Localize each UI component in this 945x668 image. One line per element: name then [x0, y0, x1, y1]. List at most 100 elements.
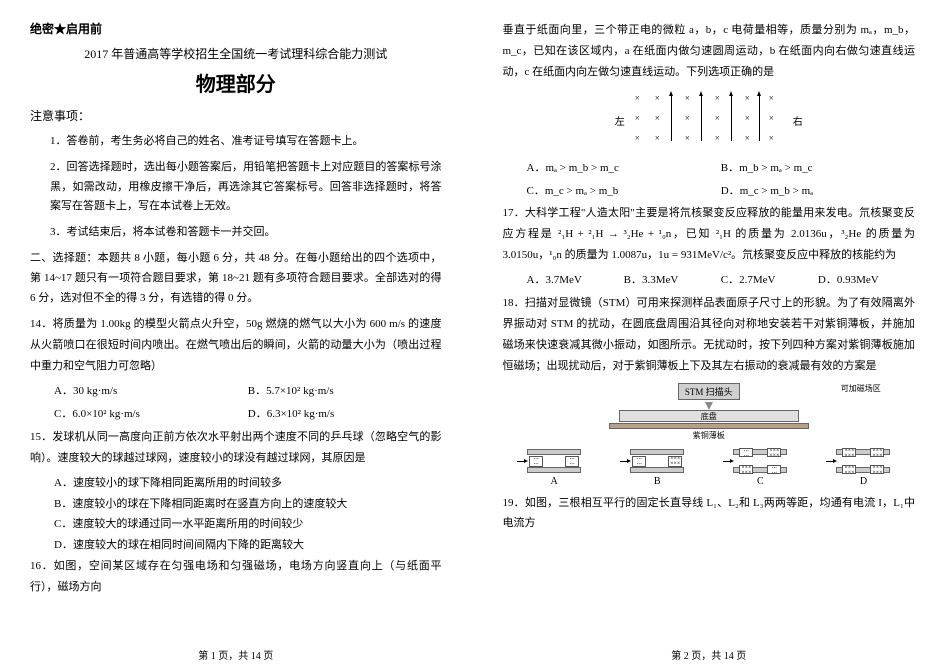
cross-icon: × [685, 93, 690, 103]
footer-left: 第 1 页，共 14 页 [0, 647, 472, 662]
q14-opt-d: D．6.3×10² kg·m/s [248, 404, 442, 425]
mag-xs-icon [870, 465, 884, 474]
q16-opt-c: C．m_c > mₐ > m_b [527, 181, 721, 202]
cross-icon: × [745, 93, 750, 103]
cross-icon: × [655, 93, 660, 103]
bar-icon [630, 449, 684, 455]
stm-plate [609, 423, 809, 429]
scheme-a: A [527, 449, 581, 487]
mag-xs-icon [668, 456, 682, 467]
stm-plate-label: 紫铜薄板 [579, 430, 839, 441]
q15-text: 发球机从同一高度向正前方依次水平射出两个速度不同的乒乓球（忽略空气的影响）。速度… [30, 431, 442, 464]
question-16-partial: 16．如图，空间某区域存在匀强电场和匀强磁场，电场方向竖直向上（与纸面平行），磁… [30, 556, 442, 598]
footer-right: 第 2 页，共 14 页 [473, 647, 945, 662]
notice-3: 3．考试结束后，将本试卷和答题卡一并交回。 [50, 223, 442, 243]
notice-heading: 注意事项： [30, 107, 442, 124]
cross-icon: × [769, 93, 774, 103]
right-column: 垂直于纸面向里，三个带正电的微粒 a，b，c 电荷量相等，质量分别为 mₐ，m_… [473, 0, 945, 668]
q17-num: 17． [503, 207, 525, 219]
mag-xs-icon [739, 465, 753, 474]
label-left: 左 [615, 113, 625, 128]
cross-icon: × [635, 93, 640, 103]
q17-text: 大科学工程"人造太阳"主要是将氘核聚变反应释放的能量用来发电。氘核聚变反应方程是… [503, 207, 916, 261]
left-column: 绝密★启用前 2017 年普通高等学校招生全国统一考试理科综合能力测试 物理部分… [0, 0, 473, 668]
q14-opts-row1: A．30 kg·m/s B．5.7×10² kg·m/s [30, 381, 442, 402]
mag-dots-icon [739, 448, 753, 457]
q14-opt-b: B．5.7×10² kg·m/s [248, 381, 442, 402]
arrow-right-icon [826, 461, 834, 462]
cross-icon: × [715, 93, 720, 103]
arrow-up-icon [671, 95, 672, 141]
mag-dots-icon [632, 456, 646, 467]
q17-opt-a: A．3.7MeV [527, 270, 624, 291]
cross-icon: × [715, 133, 720, 143]
q17-opt-b: B．3.3MeV [624, 270, 721, 291]
bar-icon [527, 449, 581, 455]
cross-icon: × [685, 133, 690, 143]
cross-icon: × [635, 133, 640, 143]
q16-text: 如图，空间某区域存在匀强电场和匀强磁场，电场方向竖直向上（与纸面平行），磁场方向 [30, 560, 442, 593]
question-19-partial: 19．如图，三根相互平行的固定长直导线 L₁、L₂和 L₃两两等距，均通有电流 … [503, 493, 916, 535]
scheme-d-label: D [860, 476, 867, 487]
q19-num: 19． [503, 497, 525, 509]
q18-num: 18． [503, 297, 525, 309]
arrow-right-icon [517, 461, 525, 462]
q15-opt-d: D．速度较大的球在相同时间间隔内下降的距离较大 [30, 535, 442, 556]
cross-icon: × [715, 113, 720, 123]
q18-text: 扫描对显微镜（STM）可用来探测样品表面原子尺寸上的形貌。为了有效隔离外界振动对… [503, 297, 916, 372]
bar-icon [527, 467, 581, 473]
notice-2: 2．回答选择题时，选出每小题答案后，用铅笔把答题卡上对应题目的答案标号涂黑，如需… [50, 158, 442, 217]
section-title: 物理部分 [30, 68, 442, 97]
arrow-up-icon [731, 95, 732, 141]
cross-icon: × [635, 113, 640, 123]
arrow-right-icon [620, 461, 628, 462]
mag-dots-icon [529, 456, 543, 467]
cross-icon: × [769, 113, 774, 123]
cross-icon: × [745, 133, 750, 143]
question-15: 15．发球机从同一高度向正前方依次水平射出两个速度不同的乒乓球（忽略空气的影响）… [30, 427, 442, 469]
q15-num: 15． [30, 431, 52, 443]
cross-icon: × [685, 113, 690, 123]
q17-opt-d: D．0.93MeV [818, 270, 915, 291]
mag-xs-icon [870, 448, 884, 457]
question-17: 17．大科学工程"人造太阳"主要是将氘核聚变反应释放的能量用来发电。氘核聚变反应… [503, 203, 916, 266]
mag-dots-icon [767, 465, 781, 474]
q16-num: 16． [30, 560, 54, 572]
scheme-b-label: B [654, 476, 661, 487]
q14-opt-c: C．6.0×10² kg·m/s [54, 404, 248, 425]
part2-heading: 二、选择题：本题共 8 小题，每小题 6 分，共 48 分。在每小题给出的四个选… [30, 249, 442, 308]
q16-opt-b: B．m_b > mₐ > m_c [721, 158, 915, 179]
arrow-up-icon [701, 95, 702, 141]
q15-opt-c: C．速度较大的球通过同一水平距离所用的时间较少 [30, 514, 442, 535]
scheme-b: B [630, 449, 684, 487]
stm-base: 底盘 [619, 410, 799, 422]
q15-opt-b: B．速度较小的球在下降相同距离时在竖直方向上的速度较大 [30, 494, 442, 515]
q16-figure: 左 右 × × × × × × × × × × × × × × × × × × [503, 89, 916, 152]
scheme-row: A B [503, 449, 916, 487]
q14-text: 将质量为 1.00kg 的模型火箭点火升空，50g 燃烧的燃气以大小为 600 … [30, 318, 442, 372]
q19-text: 如图，三根相互平行的固定长直导线 L₁、L₂和 L₃两两等距，均通有电流 I，L… [503, 497, 916, 530]
field-diagram: 左 右 × × × × × × × × × × × × × × × × × × [629, 89, 789, 149]
q14-opt-a: A．30 kg·m/s [54, 381, 248, 402]
scheme-d: D [836, 449, 890, 487]
notice-1: 1．答卷前，考生务必将自己的姓名、准考证号填写在答题卡上。 [50, 132, 442, 152]
scheme-a-label: A [550, 476, 557, 487]
q17-opts: A．3.7MeV B．3.3MeV C．2.7MeV D．0.93MeV [503, 270, 916, 291]
cross-icon: × [769, 133, 774, 143]
question-18: 18．扫描对显微镜（STM）可用来探测样品表面原子尺寸上的形貌。为了有效隔离外界… [503, 293, 916, 377]
q14-opts-row2: C．6.0×10² kg·m/s D．6.3×10² kg·m/s [30, 404, 442, 425]
q16-continuation: 垂直于纸面向里，三个带正电的微粒 a，b，c 电荷量相等，质量分别为 mₐ，m_… [503, 20, 916, 83]
bar-icon [630, 467, 684, 473]
arrow-right-icon [723, 461, 731, 462]
label-right: 右 [793, 113, 803, 128]
q16-opt-d: D．m_c > m_b > mₐ [721, 181, 915, 202]
stm-head-label: STM 扫描头 [678, 383, 740, 400]
q17-opt-c: C．2.7MeV [721, 270, 818, 291]
mag-xs-icon [842, 465, 856, 474]
q16-opts-row2: C．m_c > mₐ > m_b D．m_c > m_b > mₐ [503, 181, 916, 202]
stm-mag-label: 可加磁场区 [841, 383, 889, 394]
scheme-c-label: C [757, 476, 764, 487]
cross-icon: × [655, 113, 660, 123]
mag-xs-icon [842, 448, 856, 457]
confidential-label: 绝密★启用前 [30, 20, 442, 37]
